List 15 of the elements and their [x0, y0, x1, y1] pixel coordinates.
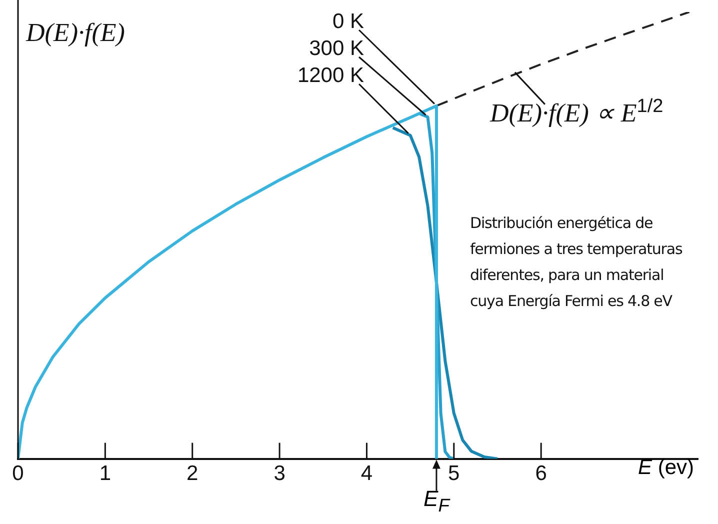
- x-tick-label: 5: [448, 462, 460, 486]
- y-axis-title: D(E)·f(E): [26, 18, 125, 48]
- text: 300 K: [309, 36, 364, 60]
- text: E$_{F}$: [424, 486, 450, 516]
- x-tick-label: 2: [186, 462, 198, 486]
- x-tick-label: 0: [12, 462, 24, 486]
- x-tick-label: 3: [274, 462, 286, 486]
- annotation: Distribución energética de fermiones a tres temperaturas diferentes, para un material cuya Energía Fermi es 4.8 eV: [470, 213, 682, 312]
- series-label: D(E)·f(E) ∝ E$^{1/2}$: [490, 96, 664, 129]
- x-tick-label: 6: [535, 462, 547, 486]
- x-tick-label: 1: [99, 462, 112, 486]
- x-axis-title: E (ev): [638, 456, 694, 480]
- text: 0 K: [332, 10, 364, 33]
- text: 1200 K: [297, 64, 364, 87]
- x-tick-label: 4: [360, 462, 373, 486]
